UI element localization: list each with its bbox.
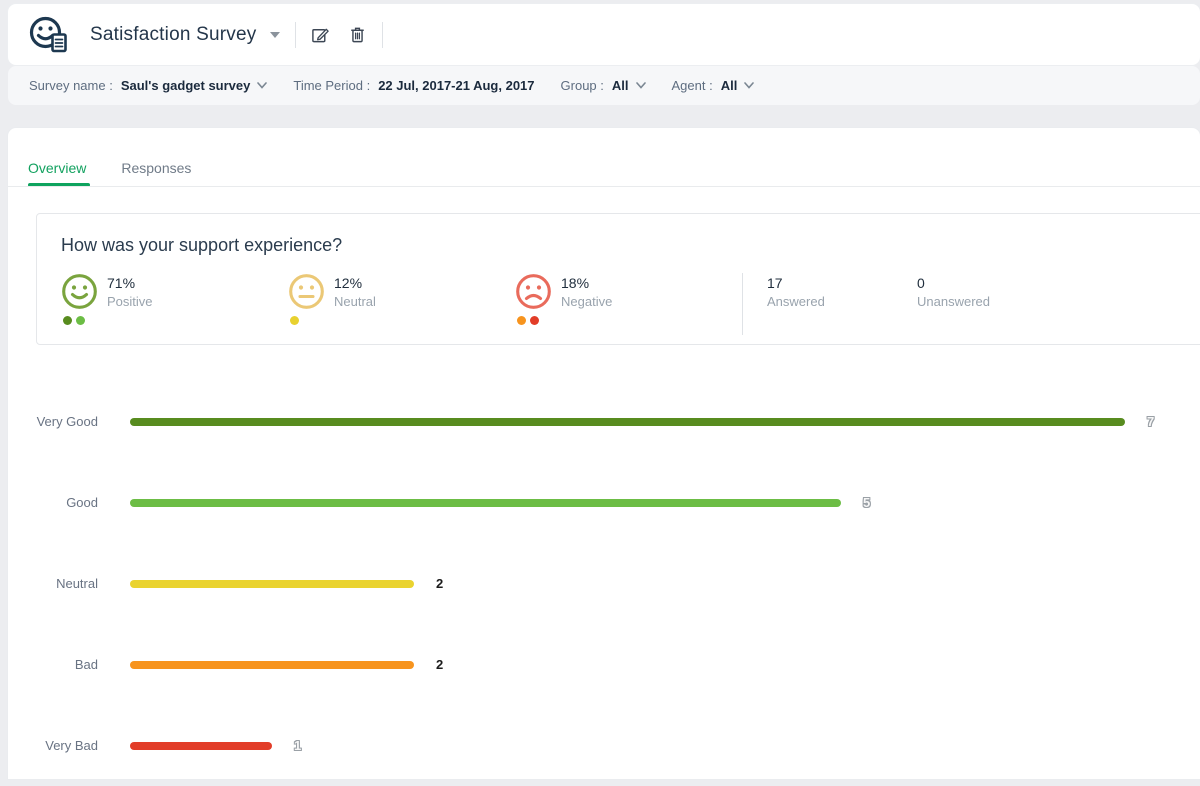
chart-row: Very Bad 1 xyxy=(8,705,1200,786)
divider xyxy=(742,273,743,335)
negative-label: Negative xyxy=(561,294,613,309)
stats-row: 71% Positive 12% Neutral xyxy=(37,273,1200,335)
title-dropdown-caret-icon[interactable] xyxy=(270,31,281,38)
active-tab-indicator xyxy=(28,183,90,187)
bar-bad[interactable] xyxy=(130,660,414,669)
bar-value: 2 xyxy=(436,657,444,672)
rating-bar-chart: Very Good 7 Good 5 Neutral 2 Bad 2 Very Bad 1 xyxy=(8,381,1200,786)
sad-smiley-icon xyxy=(516,274,551,309)
survey-smiley-doc-icon xyxy=(29,16,67,52)
question-card: How was your support experience? 71% Pos… xyxy=(36,213,1200,345)
rating-dots xyxy=(517,316,539,325)
question-title: How was your support experience? xyxy=(61,235,343,255)
main-panel: Overview Responses How was your support … xyxy=(8,128,1200,779)
survey-name-value[interactable]: Saul's gadget survey xyxy=(120,78,251,93)
bar-value: 2 xyxy=(436,576,444,591)
answered-label: Answered xyxy=(767,294,825,309)
time-period-label: Time Period : xyxy=(293,78,371,93)
rating-dot xyxy=(290,316,299,325)
rating-dot xyxy=(517,316,526,325)
neutral-label: Neutral xyxy=(334,294,376,309)
unanswered-label: Unanswered xyxy=(917,294,990,309)
bar-good[interactable] xyxy=(130,498,841,507)
bar-category-label: Bad xyxy=(74,657,98,672)
tab-bar: Overview Responses xyxy=(28,160,191,176)
group-label: Group : xyxy=(560,78,604,93)
rating-dot xyxy=(63,316,72,325)
tab-responses[interactable]: Responses xyxy=(121,160,192,176)
survey-name-label: Survey name : xyxy=(29,78,113,93)
bar-category-label: Neutral xyxy=(56,576,98,591)
rating-dot xyxy=(530,316,539,325)
neutral-smiley-icon xyxy=(289,274,324,309)
page-title: Satisfaction Survey xyxy=(90,23,257,45)
bar-category-label: Very Bad xyxy=(45,738,98,753)
agent-value[interactable]: All xyxy=(720,78,738,93)
answered-stat: 17 Answered xyxy=(767,275,893,309)
bar-neutral[interactable] xyxy=(130,579,414,588)
filter-bar: Survey name : Saul's gadget survey Time … xyxy=(8,66,1200,105)
bar-value: 1 xyxy=(294,738,302,753)
unanswered-stat: 0 Unanswered xyxy=(917,275,1043,309)
edit-icon[interactable] xyxy=(311,25,330,44)
chart-row: Bad 2 xyxy=(8,624,1200,705)
tab-overview[interactable]: Overview xyxy=(28,160,87,176)
answered-value: 17 xyxy=(767,275,783,291)
chart-row: Neutral 2 xyxy=(8,543,1200,624)
unanswered-value: 0 xyxy=(917,275,925,291)
positive-percent: 71% xyxy=(107,275,136,291)
negative-stat: 18% Negative xyxy=(515,273,742,325)
positive-stat: 71% Positive xyxy=(61,273,288,325)
delete-icon[interactable] xyxy=(348,25,367,44)
bar-category-label: Good xyxy=(66,495,98,510)
bar-value: 5 xyxy=(863,495,871,510)
chart-row: Good 5 xyxy=(8,462,1200,543)
header: Satisfaction Survey xyxy=(8,4,1200,65)
chevron-down-icon[interactable] xyxy=(744,82,755,89)
chart-row: Very Good 7 xyxy=(8,381,1200,462)
neutral-stat: 12% Neutral xyxy=(288,273,515,325)
bar-category-label: Very Good xyxy=(36,414,98,429)
agent-label: Agent : xyxy=(671,78,713,93)
divider xyxy=(295,21,297,48)
group-value[interactable]: All xyxy=(611,78,629,93)
negative-percent: 18% xyxy=(561,275,590,291)
divider xyxy=(382,21,384,48)
rating-dots xyxy=(290,316,299,325)
divider xyxy=(8,186,1200,187)
neutral-percent: 12% xyxy=(334,275,363,291)
bar-very-bad[interactable] xyxy=(130,741,272,750)
positive-label: Positive xyxy=(107,294,153,309)
time-period-value[interactable]: 22 Jul, 2017-21 Aug, 2017 xyxy=(378,78,535,93)
happy-smiley-icon xyxy=(62,274,97,309)
chevron-down-icon[interactable] xyxy=(635,82,646,89)
rating-dots xyxy=(63,316,85,325)
chevron-down-icon[interactable] xyxy=(257,82,268,89)
bar-very-good[interactable] xyxy=(130,417,1125,426)
rating-dot xyxy=(76,316,85,325)
bar-value: 7 xyxy=(1147,414,1155,429)
